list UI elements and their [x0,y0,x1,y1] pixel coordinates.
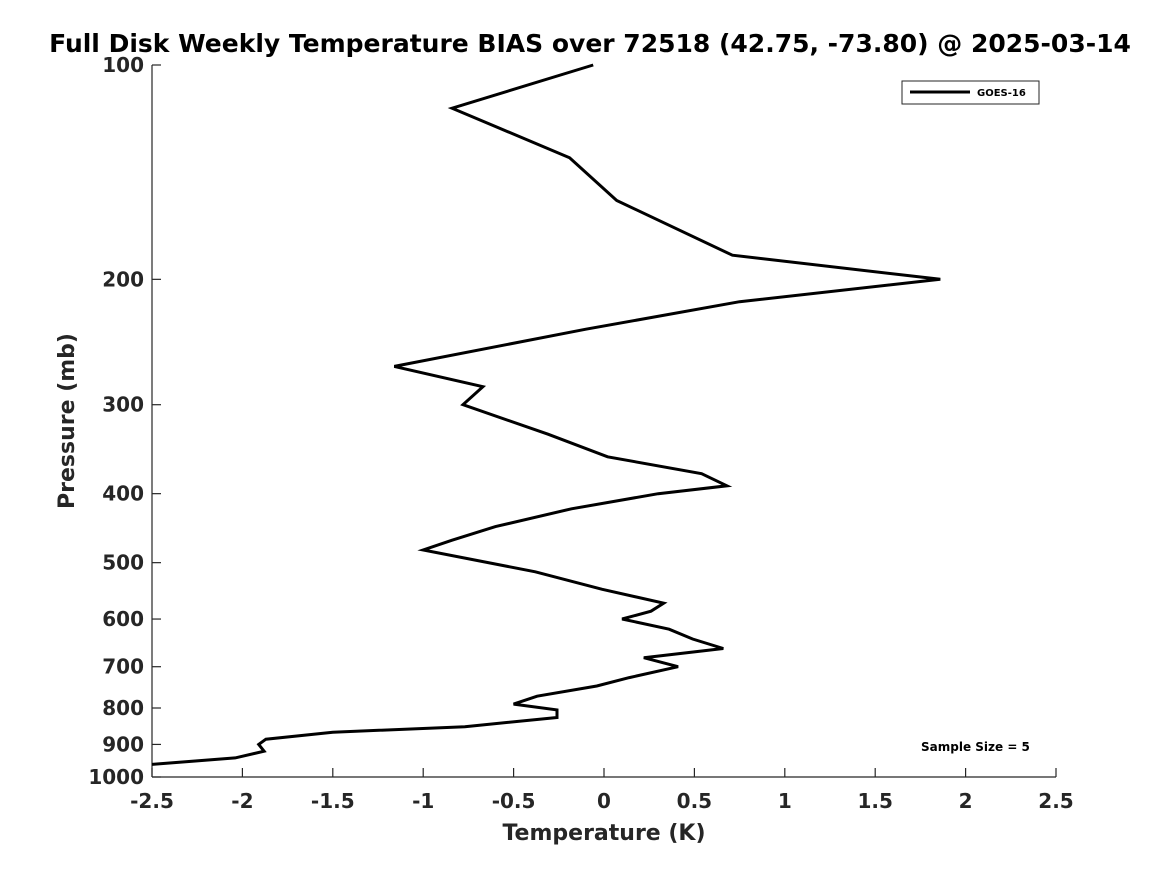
x-tick-label: 2.5 [1038,789,1073,813]
y-tick-label: 1000 [88,765,144,789]
x-tick-label: -1 [412,789,434,813]
x-tick-label: -2.5 [130,789,174,813]
y-tick-label: 200 [102,267,144,291]
x-tick-label: -0.5 [492,789,536,813]
x-tick-label: 1 [778,789,792,813]
y-tick-label: 100 [102,53,144,77]
chart-title: Full Disk Weekly Temperature BIAS over 7… [49,29,1131,58]
y-axis-label: Pressure (mb) [55,333,80,509]
legend: GOES-16 [901,80,1040,105]
x-axis-label: Temperature (K) [502,821,705,846]
x-tick-label: 1.5 [857,789,892,813]
x-tick-label: 0 [597,789,611,813]
y-tick-label: 800 [102,696,144,720]
y-tick-label: 400 [102,482,144,506]
x-tick-label: -2 [231,789,253,813]
legend-box [901,80,1040,105]
series-layer [151,63,941,766]
x-tick-label: 2 [959,789,973,813]
y-tick-label: 600 [102,607,144,631]
legend-label-goes-16: GOES-16 [977,88,1026,99]
y-tick-label: 900 [102,732,144,756]
x-tick-label: -1.5 [311,789,355,813]
y-tick-label: 500 [102,551,144,575]
x-tick-label: 0.5 [677,789,712,813]
x-axis-ticks: -2.5 -2 -1.5 -1 -0.5 0 0.5 1 1.5 2 2.5 [130,768,1074,813]
series-line-goes-16 [151,63,941,766]
y-tick-label: 300 [102,393,144,417]
sample-size-annotation: Sample Size = 5 [921,740,1030,754]
y-tick-label: 700 [102,655,144,679]
plot-area [152,65,1056,777]
y-axis-ticks: 100 200 300 400 500 600 700 800 900 1000 [88,53,161,789]
